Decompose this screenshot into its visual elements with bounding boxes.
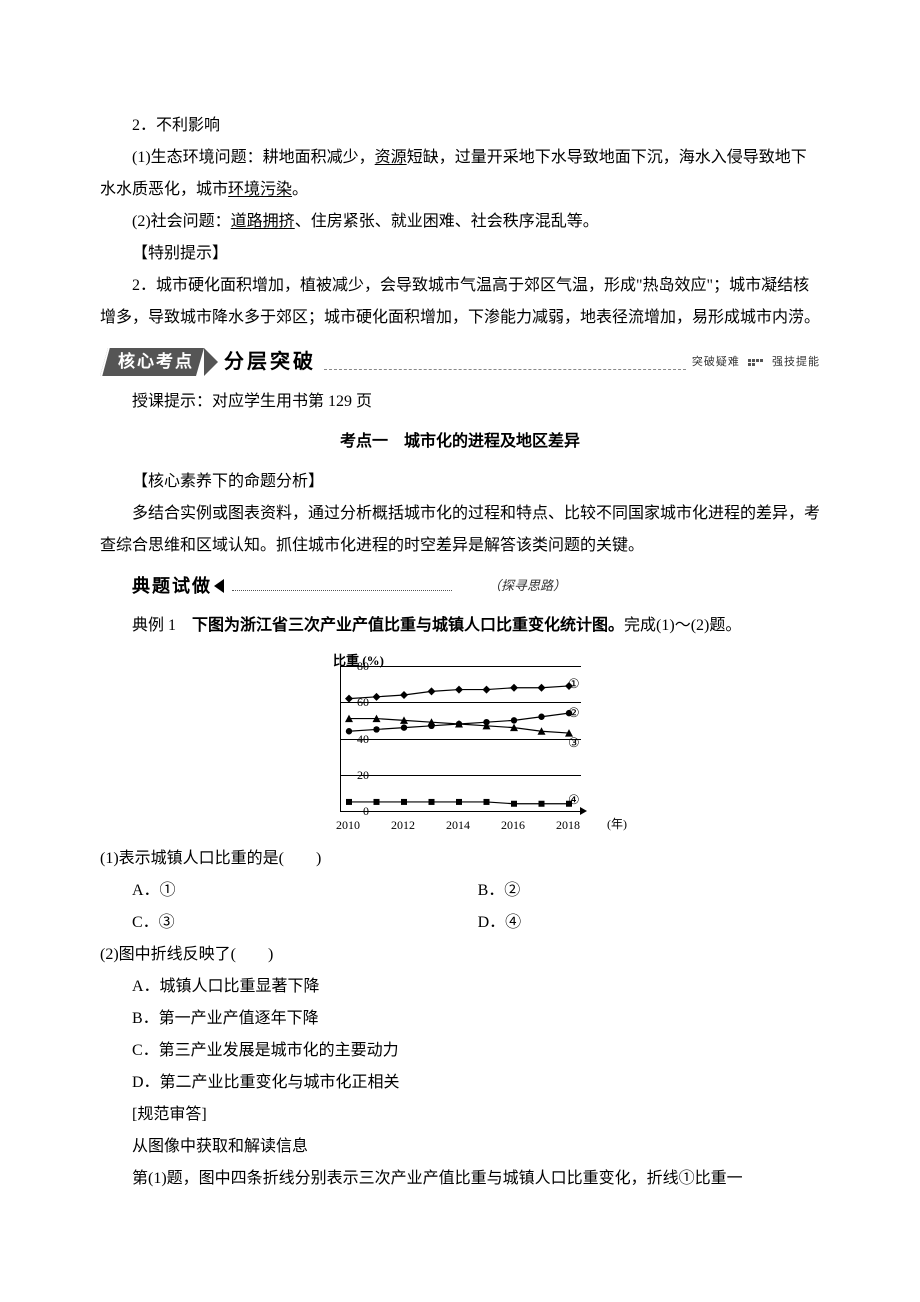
- y-tick: 40: [349, 727, 369, 751]
- q2-opt-c: C．第三产业发展是城市化的主要动力: [100, 1035, 820, 1067]
- example-label: 典例 1: [132, 617, 192, 634]
- blank-traffic: 道路拥挤: [231, 213, 295, 230]
- example-stem: 典例 1 下图为浙江省三次产业产值比重与城镇人口比重变化统计图。完成(1)～(2…: [100, 610, 820, 642]
- q1-opt-c: C．③: [100, 907, 446, 939]
- heading-adverse: 2．不利影响: [100, 110, 820, 142]
- chart-container: 比重 (%) (年) 02040608020102012201420162018…: [100, 652, 820, 837]
- banner-tail: 突破疑难 强技提能: [692, 351, 820, 373]
- analysis-heading: 【核心素养下的命题分析】: [100, 466, 820, 498]
- dots-icon: [748, 359, 764, 366]
- answer-line2: 第(1)题，图中四条折线分别表示三次产业产值比重与城镇人口比重变化，折线①比重一: [100, 1163, 820, 1195]
- banner-right-text: 分层突破: [224, 342, 316, 382]
- chart-plot-area: [340, 666, 581, 812]
- triangle-left-icon: [214, 579, 224, 593]
- teaching-hint: 授课提示：对应学生用书第 129 页: [100, 386, 820, 418]
- series-label: ④: [568, 787, 580, 813]
- text: (2)社会问题：: [132, 213, 231, 230]
- sub-header-lead: 典题试做: [100, 568, 212, 604]
- q1-stem: (1)表示城镇人口比重的是( ): [100, 843, 820, 875]
- q1-options-row2: C．③ D．④: [100, 907, 820, 939]
- arrow-right-icon: [580, 807, 587, 815]
- series-label: ③: [568, 730, 580, 756]
- analysis-body: 多结合实例或图表资料，通过分析概括城市化的过程和特点、比较不同国家城市化进程的差…: [100, 498, 820, 562]
- text: 突破疑难: [692, 356, 740, 368]
- q2-stem: (2)图中折线反映了( ): [100, 939, 820, 971]
- para-social: (2)社会问题：道路拥挤、住房紧张、就业困难、社会秩序混乱等。: [100, 206, 820, 238]
- blank-pollution: 环境污染: [228, 181, 292, 198]
- series-label: ①: [568, 671, 580, 697]
- text: (1)生态环境问题：耕地面积减少，: [132, 149, 375, 166]
- q2-opt-d: D．第二产业比重变化与城市化正相关: [100, 1067, 820, 1099]
- q2-opt-a: A．城镇人口比重显著下降: [100, 971, 820, 1003]
- para-eco: (1)生态环境问题：耕地面积减少，资源短缺，过量开采地下水导致地面下沉，海水入侵…: [100, 142, 820, 206]
- line-chart: 比重 (%) (年) 02040608020102012201420162018…: [305, 652, 615, 837]
- y-tick: 60: [349, 690, 369, 714]
- example-tail: 完成(1)～(2)题。: [624, 617, 741, 634]
- x-tick: 2012: [391, 813, 415, 837]
- note-body: 2．城市硬化面积增加，植被减少，会导致城市气温高于郊区气温，形成"热岛效应"；城…: [100, 270, 820, 334]
- sub-header-paren: （探寻思路）: [456, 573, 566, 599]
- section-banner: 核心考点 分层突破 突破疑难 强技提能: [100, 342, 820, 382]
- x-tick: 2010: [336, 813, 360, 837]
- x-tick: 2014: [446, 813, 470, 837]
- banner-left-text: 核心考点: [118, 345, 194, 379]
- banner-rule: [324, 369, 686, 370]
- chart-svg: [341, 666, 581, 811]
- y-tick: 80: [349, 654, 369, 678]
- x-axis-unit: (年): [607, 812, 627, 836]
- q1-opt-a: A．①: [100, 875, 446, 907]
- note-heading: 【特别提示】: [100, 238, 820, 270]
- chevron-right-icon: [204, 348, 218, 376]
- q2-opt-b: B．第一产业产值逐年下降: [100, 1003, 820, 1035]
- q1-opt-d: D．④: [446, 907, 820, 939]
- sub-header: 典题试做 （探寻思路）: [100, 568, 820, 604]
- answer-heading: [规范审答]: [100, 1099, 820, 1131]
- text: 。: [292, 181, 308, 198]
- topic-title: 考点一 城市化的进程及地区差异: [100, 426, 820, 458]
- blank-resource: 资源: [375, 149, 407, 166]
- answer-line1: 从图像中获取和解读信息: [100, 1131, 820, 1163]
- document-page: 2．不利影响 (1)生态环境问题：耕地面积减少，资源短缺，过量开采地下水导致地面…: [0, 0, 920, 1255]
- q1-opt-b: B．②: [446, 875, 820, 907]
- x-tick: 2018: [556, 813, 580, 837]
- banner-left: 核心考点: [100, 348, 204, 376]
- dotted-rule: [232, 582, 452, 591]
- text: 、住房紧张、就业困难、社会秩序混乱等。: [295, 213, 599, 230]
- text: 强技提能: [772, 356, 820, 368]
- example-bold: 下图为浙江省三次产业产值比重与城镇人口比重变化统计图。: [192, 617, 624, 634]
- series-label: ②: [568, 700, 580, 726]
- x-tick: 2016: [501, 813, 525, 837]
- q1-options-row1: A．① B．②: [100, 875, 820, 907]
- y-tick: 20: [349, 763, 369, 787]
